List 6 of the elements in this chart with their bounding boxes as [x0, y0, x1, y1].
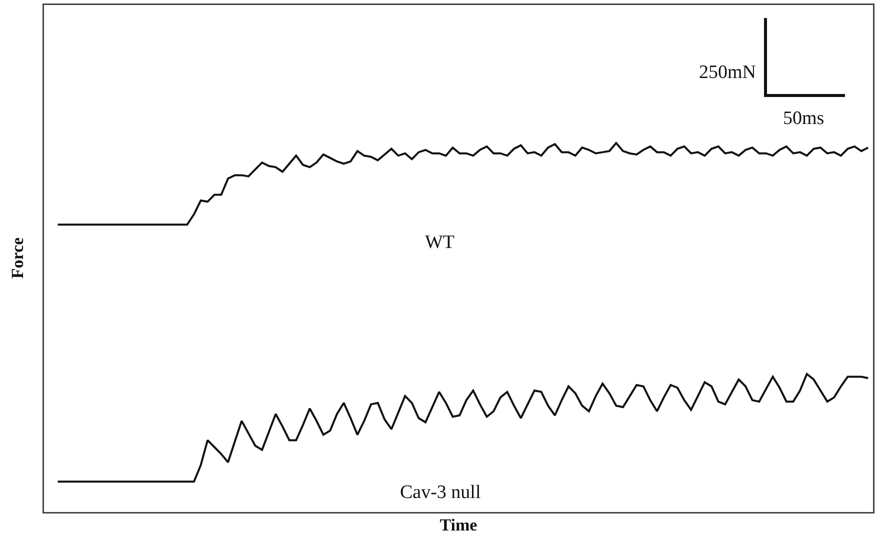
x-axis-title: Time	[440, 516, 478, 535]
y-axis-title: Force	[8, 237, 28, 279]
annotation: WT	[425, 232, 455, 253]
annotation: Cav-3 null	[400, 482, 481, 503]
text: 250mN	[699, 62, 756, 83]
text: 50ms	[783, 108, 824, 129]
